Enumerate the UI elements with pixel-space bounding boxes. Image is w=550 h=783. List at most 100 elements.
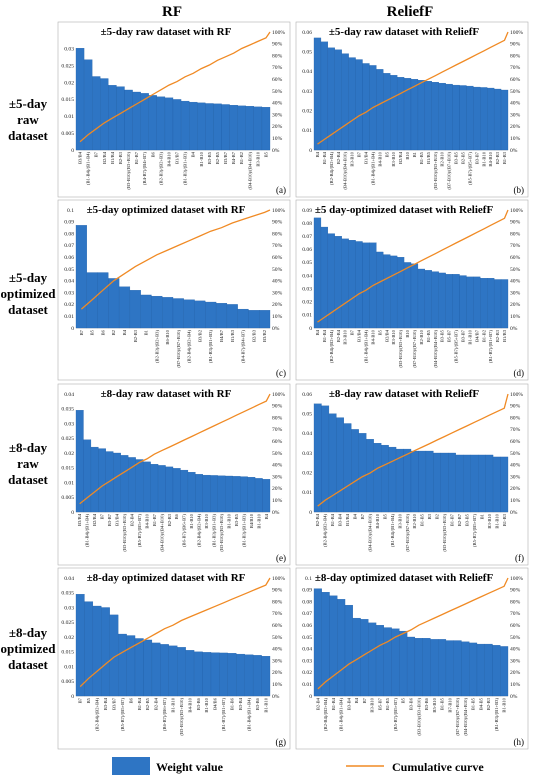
category-label: (B4-B10)/(B4+B10) [247, 152, 252, 190]
y2-tick-label: 0% [272, 510, 280, 516]
category-label: B7 [94, 151, 99, 157]
bar-10 [148, 95, 157, 151]
y2-tick-label: 100% [510, 208, 523, 214]
y-tick-label: 0.01 [64, 480, 74, 486]
category-label: (B4-B7)/(B4+B7) [241, 330, 246, 363]
y-tick-label: 0.02 [64, 635, 74, 641]
category-label: B1-B4 [322, 329, 327, 342]
category-label: B1/B3 [502, 329, 507, 342]
category-label: B3-B6 [255, 697, 260, 710]
y2-tick-label: 20% [272, 124, 283, 130]
y-tick-label: 0.015 [61, 650, 74, 656]
category-label: B5-B7 [377, 697, 382, 710]
y-tick-label: 0.02 [64, 80, 74, 86]
bar-25 [480, 87, 488, 151]
y2-tick-label: 10% [510, 682, 521, 688]
y-tick-label: 0.02 [302, 300, 312, 306]
legend-bar-swatch [112, 757, 150, 775]
bar-21 [452, 84, 460, 151]
category-label: B2-B4 [315, 697, 320, 710]
bar-8 [362, 242, 370, 329]
category-label: B2-B3 [495, 151, 500, 164]
category-label: B4-B10 [166, 151, 171, 166]
category-label: B3-B10 [397, 513, 402, 528]
y2-tick-label: 0% [510, 326, 518, 332]
category-label: B3 [427, 513, 432, 519]
category-label: (B1-B4)/(B1+B4) [363, 330, 368, 363]
category-label: B1-B3 [502, 151, 507, 164]
bar-13 [406, 636, 416, 697]
row-label-2-line1: ±5-day [9, 270, 48, 285]
y2-tick-label: 40% [272, 647, 283, 653]
y2-tick-label: 10% [272, 136, 283, 142]
bar-15 [410, 263, 419, 329]
bar-17 [424, 270, 432, 329]
bar-4 [108, 278, 120, 329]
bar-1 [313, 588, 322, 697]
bar-23 [240, 476, 248, 513]
category-label: B5-B7 [447, 329, 452, 342]
category-label: B3-B5 [454, 151, 459, 164]
bar-20 [445, 83, 453, 151]
y2-tick-label: 60% [272, 77, 283, 83]
category-label: (B1-B4)/(B1+B4) [246, 698, 251, 731]
category-label: B5-B10 [432, 697, 437, 712]
bar-6 [348, 57, 356, 151]
category-label: B1-B4 [331, 697, 336, 710]
bar-17 [433, 452, 441, 513]
bar-19 [227, 653, 237, 697]
y-tick-label: 0 [309, 148, 312, 154]
category-label: B1-B2 [239, 151, 244, 164]
y2-tick-label: 80% [272, 599, 283, 605]
category-label: (B3-B10)/(B3+B10) [122, 514, 127, 552]
category-label: B1-B10 [502, 697, 507, 712]
bar-16 [425, 450, 434, 513]
bar-19 [453, 640, 462, 697]
cumulative-line [79, 393, 271, 505]
category-label: B4/B6 [213, 697, 218, 710]
bar-11 [150, 464, 159, 513]
category-label: B1-B4 [322, 151, 327, 164]
category-label: B3-B4 [338, 513, 343, 526]
bar-18 [213, 103, 222, 151]
y-tick-label: 0.01 [64, 664, 74, 670]
category-label: B2-B3 [486, 697, 491, 710]
category-label: B3-B10 [370, 697, 375, 712]
y2-tick-label: 90% [510, 42, 521, 48]
bar-18 [202, 474, 211, 513]
category-label: (B3-B10)/(B3+B10) [442, 514, 447, 552]
category-label: B3/B7 [111, 697, 116, 710]
bar-22 [232, 476, 241, 513]
bar-12 [157, 465, 166, 513]
column-header-rf: RF [162, 4, 182, 20]
legend: Weight value Cumulative curve [112, 757, 484, 775]
row-label-1-line1: ±5-day [9, 96, 48, 111]
bar-19 [210, 475, 218, 513]
bar-7 [358, 433, 367, 513]
category-label: B1 [144, 329, 149, 335]
chart-panel-7: ±8-day optimized dataset with RF 0 0.005 0.… [57, 567, 291, 750]
bar-16 [417, 80, 426, 151]
category-label: (B5-B7)/(B5+B7) [454, 330, 459, 363]
row-label-1-line2: raw [17, 112, 39, 127]
category-label: B2/B4 [102, 151, 107, 164]
row-label-2-line3: dataset [8, 302, 48, 317]
y-tick-label: 0.09 [302, 208, 312, 214]
bar-5 [344, 604, 353, 697]
bar-18 [259, 310, 271, 329]
legend-bar-label: Weight value [156, 760, 224, 774]
bar-14 [180, 100, 190, 151]
y-tick-label: 0.04 [302, 273, 312, 279]
y-tick-label: 0.01 [302, 128, 312, 134]
bar-15 [180, 469, 189, 513]
category-label: B6-B10 [165, 329, 170, 344]
bar-4 [100, 78, 109, 151]
category-label: B2-B4 [154, 697, 159, 710]
category-label: B4-B10 [144, 513, 149, 528]
bar-13 [177, 647, 186, 697]
category-label: B5 [382, 513, 387, 519]
category-label: B3-B10 [487, 513, 492, 528]
category-label: B1-B7 [450, 513, 455, 526]
bar-22 [459, 85, 467, 151]
category-label: B1/B4 [115, 513, 120, 526]
